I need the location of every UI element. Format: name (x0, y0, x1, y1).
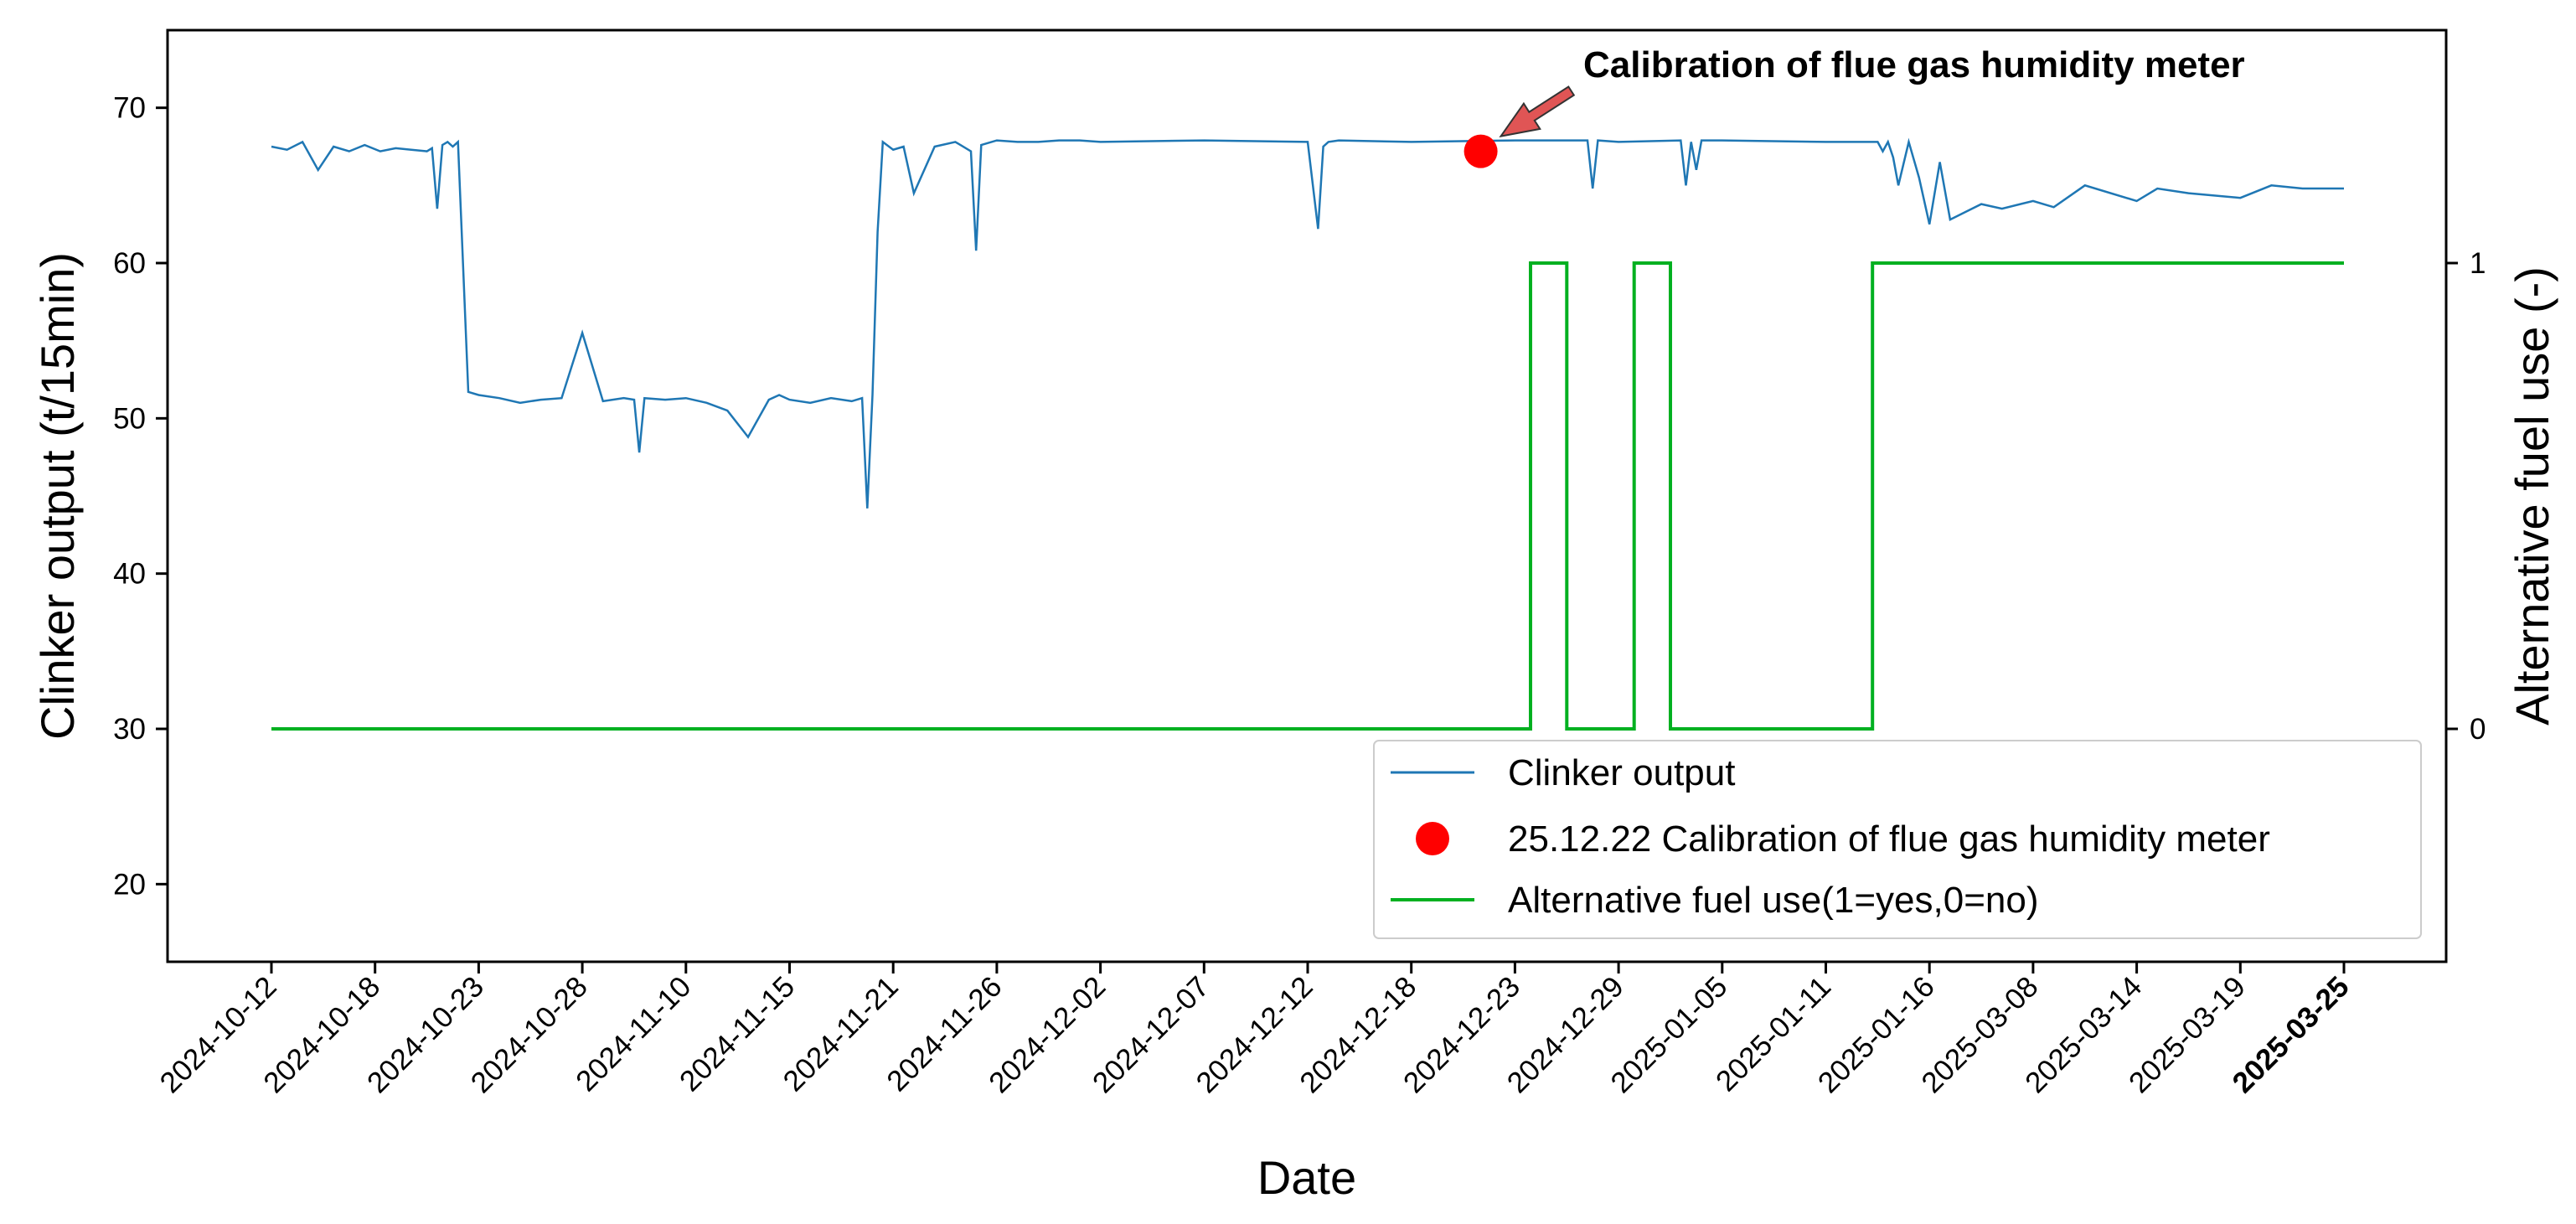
y-tick-label: 40 (113, 558, 146, 591)
y-tick-label: 70 (113, 92, 146, 125)
legend-clinker-label: Clinker output (1508, 752, 1735, 793)
series-clinker-output (271, 137, 2344, 509)
alternative-fuel-line (271, 261, 2344, 731)
annotation: Calibration of flue gas humidity meter (1464, 44, 2245, 168)
y2-axis-title: Alternative fuel use (-) (2506, 266, 2558, 726)
x-axis: 2024-10-122024-10-182024-10-232024-10-28… (153, 962, 2356, 1099)
right-axis: 01 (2446, 247, 2486, 746)
clinker-output-line (271, 137, 2344, 509)
y-axis-title: Clinker output (t/15min) (31, 252, 84, 740)
legend-event-swatch (1416, 822, 1449, 855)
legend-event-label: 25.12.22 Calibration of flue gas humidit… (1508, 819, 2270, 860)
annotation-text: Calibration of flue gas humidity meter (1583, 44, 2245, 85)
legend-fuel-label: Alternative fuel use(1=yes,0=no) (1508, 880, 2039, 921)
y-tick-label: 30 (113, 713, 146, 746)
legend-box (1373, 740, 2422, 939)
series-alternative-fuel (271, 261, 2344, 731)
left-axis: 20 30 40 50 60 70 (113, 92, 168, 901)
y2-tick-label: 0 (2470, 713, 2486, 746)
annotation-arrow (1499, 85, 1576, 138)
calibration-event-marker (1464, 134, 1498, 168)
legend: Clinker output 25.12.22 Calibration of f… (1373, 740, 2422, 939)
y-tick-label: 50 (113, 402, 146, 435)
x-axis-title: Date (1257, 1151, 1356, 1204)
y-tick-label: 20 (113, 868, 146, 901)
y-tick-label: 60 (113, 247, 146, 280)
y2-tick-label: 1 (2470, 247, 2486, 280)
